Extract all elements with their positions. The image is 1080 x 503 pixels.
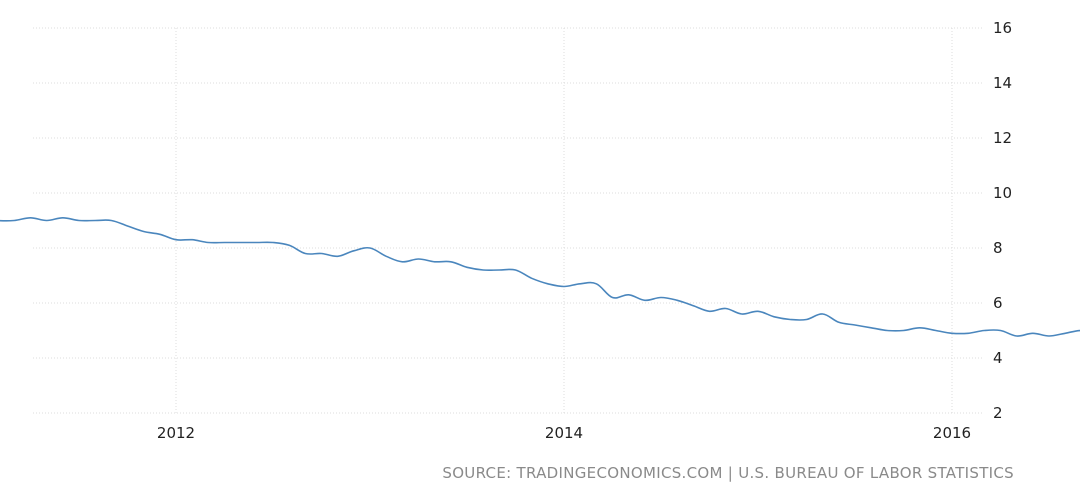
x-tick-label: 2014 <box>545 424 583 442</box>
x-tick-label: 2016 <box>933 424 971 442</box>
grid <box>33 27 982 414</box>
y-tick-label: 16 <box>993 19 1012 37</box>
y-tick-label: 10 <box>993 184 1012 202</box>
y-axis: 2 4 6 8 10 12 14 16 <box>993 19 1012 422</box>
x-axis: 20122014201620182020 <box>157 424 971 442</box>
y-tick-label: 6 <box>993 294 1003 312</box>
y-tick-label: 12 <box>993 129 1012 147</box>
series-layer <box>0 216 1080 337</box>
y-tick-label: 4 <box>993 349 1003 367</box>
source-note: SOURCE: TRADINGECONOMICS.COM | U.S. BURE… <box>442 464 1014 482</box>
y-tick-label: 2 <box>993 404 1003 422</box>
x-tick-label: 2012 <box>157 424 195 442</box>
series-line <box>0 216 1080 337</box>
y-tick-label: 8 <box>993 239 1003 257</box>
y-tick-label: 14 <box>993 74 1012 92</box>
